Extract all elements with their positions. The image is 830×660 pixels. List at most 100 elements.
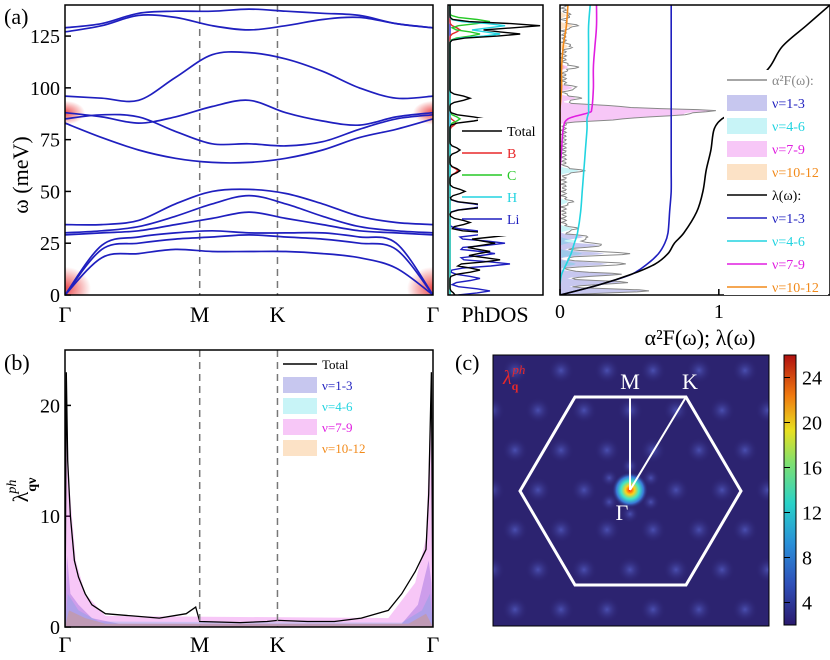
heatmap-title: λq ph [502,362,525,393]
a2f-fill-2 [560,5,713,295]
a2f-legend-label: ν=4-6 [772,120,805,135]
b-legend-label: ν=7-9 [322,420,353,435]
frame-a2f [559,4,830,296]
heatmap-blob [640,516,666,543]
y-tick-label-a: 0 [50,285,60,307]
heatmap-blob [493,397,505,424]
band-ZA [65,248,433,295]
k-label-a: Γ [59,302,72,327]
lambda-nu10_12 [560,5,569,295]
heatmap-blob [709,556,735,583]
heatmap-blob [548,596,574,623]
coupling-hotspot [413,100,433,125]
band-b10 [65,51,433,103]
y-ticks-b: 0 10 20 [40,395,71,639]
heatmap-blob [617,556,643,583]
heatmap-blob [493,556,505,583]
heatmap-blob [663,397,689,424]
y-tick-label-a: 50 [40,181,60,203]
heatmap-blob [709,477,735,503]
ylabel-b-main: λ [8,491,33,502]
heatmap-blob [571,397,597,424]
b-fill-nu7_9 [65,383,433,627]
b-legend-swatch [283,419,317,435]
dos-legend-label: B [507,147,516,162]
heatmap-blob [732,516,758,543]
heatmap-blob [686,516,712,543]
heatmap-blob [732,596,758,623]
band-LA [65,229,433,295]
band-b6 [65,188,433,226]
b-legend-swatch [283,398,317,414]
heatmap-title-sub: q [512,379,519,393]
b-total-line [65,372,433,627]
a2f-legend-label: ν=10-12 [772,166,819,181]
frame-a [64,4,434,296]
a2f-legend-label: ν=4-6 [772,235,805,250]
heatmap-blob [686,596,712,623]
y-tick-label-b: 10 [40,506,60,528]
x-axis-label-a2f: α²F(ω); λ(ω) [645,325,756,350]
panel-label-a: (a) [4,4,28,29]
b-legend-label: Total [322,357,349,372]
dos-b [449,5,462,295]
label-gamma: Γ [616,500,629,525]
k-label-b: M [190,632,210,657]
frame-dos [447,4,544,296]
a2f-legend-bg [724,70,828,295]
heatmap-blob-inner [621,505,639,523]
band-b9 [65,99,433,127]
frame-b [64,349,434,628]
a2f-legend-label: ν=7-9 [772,143,805,158]
k-label-b: Γ [59,632,72,657]
y-tick-label-b: 0 [50,617,60,639]
a2f-legend-label: α²F(ω): [772,74,814,89]
k-lines-a [198,5,279,295]
lambda-nu1_3 [560,5,673,295]
heatmap-blob [502,516,528,543]
a2f-legend-label: ν=1-3 [772,212,805,227]
panel-phdos: PhDOS Total BCH Li [447,4,544,327]
dos-total [449,5,541,295]
colorbar-tick-label: 12 [802,503,822,525]
b-legend-label: ν=10-12 [322,441,366,456]
y-axis-label-omega: ω (meV) [8,136,33,213]
a2f-legend-swatch [727,95,767,111]
band-b5 [65,194,433,234]
svg-text:λqνph: λqνph [5,477,40,502]
b-fills [65,372,433,627]
a2f-legend-swatch [727,164,767,180]
y-ticks-a: 0 25 50 75 100 125 [30,26,71,307]
a2f-fill-1 [560,5,583,295]
k-label-a: M [190,302,210,327]
y-tick-label-a: 25 [40,233,60,255]
colorbar-ticks: 4 8 12 16 20 24 [784,368,822,615]
label-m: M [620,369,640,394]
b-fill-nu10_12 [65,610,433,627]
panel-c-heatmap: (c) M K Γ λq ph 4 8 12 16 20 24 [455,350,822,627]
panel-b-lambda-qnu: (b) λqνph 0 10 20 Γ M K Γ Total ν=1-3 ν=4-6 ν=7-… [4,349,440,657]
heatmap-blob [732,437,758,464]
colorbar-tick-label: 20 [802,413,822,435]
heatmap-blob [663,477,689,503]
heatmap-blob [594,516,620,543]
band-b7 [65,118,433,164]
gamma-k-path [629,396,687,491]
dos-legend-label: C [507,169,516,184]
colorbar-tick-label: 4 [802,593,812,615]
panel-a-dispersion: (a) ω (meV) 0 25 50 75 100 125 Γ M K Γ [4,4,440,327]
y-axis-label-lambda: λqνph [5,477,40,502]
band-b4 [65,211,433,236]
panel-label-c: (c) [455,350,479,375]
hotspots-a [65,100,433,295]
b-legend-label: ν=1-3 [322,378,353,393]
b-legend-swatch [283,377,317,393]
label-k: K [682,369,698,394]
heatmap-blob [548,437,574,464]
legend-b: Total ν=1-3 ν=4-6 ν=7-9 ν=10-12 [283,357,366,456]
